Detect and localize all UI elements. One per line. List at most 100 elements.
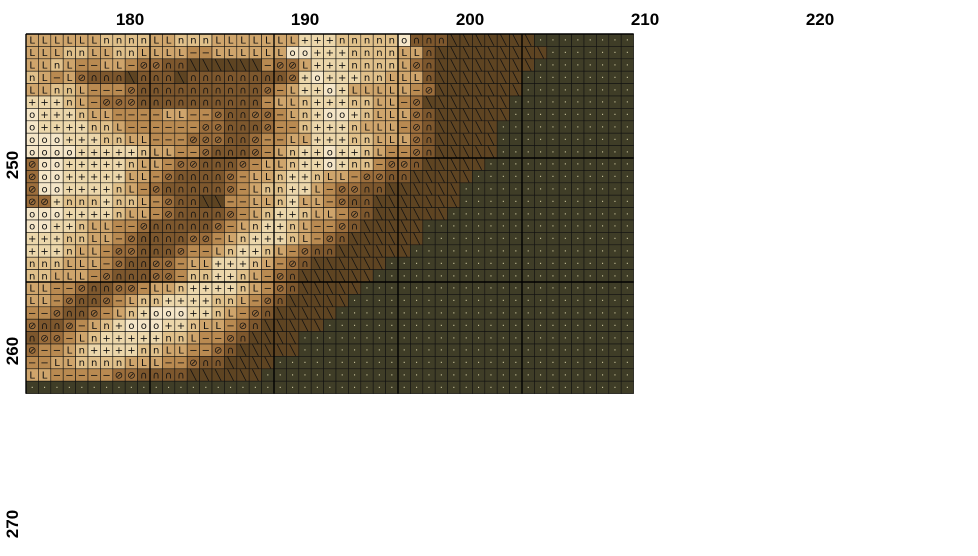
stitch-symbol: ·	[613, 98, 616, 109]
stitch-symbol: n	[351, 98, 357, 109]
stitch-symbol: ∩	[215, 160, 222, 171]
stitch-symbol: ∩	[252, 321, 259, 332]
stitch-symbol: ·	[527, 123, 530, 134]
stitch-symbol: ⊘	[288, 61, 296, 72]
stitch-symbol: ╲	[264, 331, 272, 344]
stitch-symbol: ⊘	[164, 172, 172, 183]
stitch-symbol: ·	[427, 371, 430, 382]
stitch-symbol: ·	[601, 123, 604, 134]
stitch-symbol: ╲	[499, 96, 507, 109]
stitch-symbol: ·	[415, 247, 418, 258]
stitch-symbol: ╲	[313, 294, 321, 307]
stitch-symbol: L	[104, 61, 110, 72]
stitch-symbol: ╲	[462, 34, 470, 47]
stitch-symbol: ╲	[227, 59, 235, 72]
stitch-symbol: −	[412, 85, 420, 96]
stitch-symbol: ·	[328, 333, 331, 344]
stitch-symbol: L	[414, 73, 420, 84]
stitch-symbol: ╲	[499, 71, 507, 84]
stitch-symbol: n	[351, 135, 357, 146]
stitch-symbol: L	[116, 61, 122, 72]
stitch-symbol: ·	[192, 383, 195, 394]
stitch-symbol: L	[377, 147, 383, 158]
stitch-symbol: ·	[576, 371, 579, 382]
stitch-symbol: o	[327, 110, 333, 121]
stitch-symbol: −	[313, 234, 321, 245]
stitch-symbol: ⊘	[350, 209, 358, 220]
stitch-symbol: ·	[613, 271, 616, 282]
stitch-symbol: o	[29, 222, 35, 233]
stitch-symbol: ·	[601, 98, 604, 109]
stitch-symbol: ·	[31, 383, 34, 394]
stitch-symbol: ·	[527, 185, 530, 196]
stitch-symbol: L	[377, 135, 383, 146]
stitch-symbol: n	[289, 234, 295, 245]
stitch-symbol: L	[277, 36, 283, 47]
stitch-symbol: ·	[589, 284, 592, 295]
stitch-symbol: n	[79, 110, 85, 121]
stitch-symbol: L	[79, 271, 85, 282]
stitch-symbol: ·	[477, 172, 480, 183]
stitch-symbol: ╲	[475, 133, 483, 146]
stitch-symbol: ·	[390, 259, 393, 270]
stitch-symbol: ∩	[202, 98, 209, 109]
stitch-symbol: ·	[465, 346, 468, 357]
stitch-symbol: +	[78, 185, 86, 196]
stitch-symbol: n	[277, 185, 283, 196]
stitch-symbol: ·	[527, 309, 530, 320]
stitch-symbol: ·	[589, 296, 592, 307]
stitch-symbol: ·	[589, 61, 592, 72]
stitch-symbol: ∩	[202, 209, 209, 220]
stitch-symbol: ·	[465, 321, 468, 332]
stitch-symbol: ∩	[289, 284, 296, 295]
stitch-symbol: L	[129, 209, 135, 220]
stitch-symbol: −	[226, 321, 234, 332]
stitch-symbol: ·	[539, 346, 542, 357]
stitch-symbol: n	[376, 36, 382, 47]
stitch-symbol: +	[53, 247, 61, 258]
stitch-symbol: −	[189, 247, 197, 258]
stitch-symbol: ·	[626, 333, 629, 344]
stitch-symbol: ·	[415, 333, 418, 344]
stitch-symbol: L	[228, 36, 234, 47]
stitch-symbol: ⊘	[127, 247, 135, 258]
stitch-symbol: ∩	[264, 73, 271, 84]
stitch-symbol: ⊘	[276, 61, 284, 72]
stitch-symbol: ╲	[301, 294, 309, 307]
stitch-symbol: ·	[601, 73, 604, 84]
stitch-symbol: ╲	[487, 34, 495, 47]
stitch-symbol: +	[40, 98, 48, 109]
stitch-symbol: ·	[452, 247, 455, 258]
stitch-symbol: ·	[502, 160, 505, 171]
stitch-symbol: ╲	[214, 369, 222, 382]
stitch-symbol: ∩	[177, 98, 184, 109]
stitch-symbol: +	[251, 247, 259, 258]
stitch-symbol: ╲	[487, 46, 495, 59]
stitch-symbol: ╲	[400, 195, 408, 208]
stitch-symbol: ·	[527, 296, 530, 307]
stitch-symbol: ·	[613, 185, 616, 196]
stitch-symbol: ⊘	[164, 271, 172, 282]
stitch-symbol: ·	[440, 333, 443, 344]
stitch-symbol: ╲	[326, 294, 334, 307]
stitch-symbol: ·	[527, 321, 530, 332]
stitch-symbol: L	[277, 247, 283, 258]
stitch-symbol: +	[202, 309, 210, 320]
stitch-symbol: ╲	[462, 121, 470, 134]
stitch-symbol: ⊘	[412, 147, 420, 158]
stitch-symbol: ⊘	[388, 160, 396, 171]
stitch-symbol: +	[301, 172, 309, 183]
stitch-symbol: ·	[564, 222, 567, 233]
stitch-symbol: o	[54, 160, 60, 171]
stitch-symbol: ·	[378, 333, 381, 344]
stitch-symbol: +	[338, 85, 346, 96]
stitch-symbol: −	[53, 346, 61, 357]
stitch-symbol: ╲	[462, 59, 470, 72]
stitch-symbol: L	[79, 247, 85, 258]
stitch-symbol: ∩	[202, 358, 209, 369]
stitch-symbol: L	[54, 36, 60, 47]
stitch-symbol: ·	[601, 234, 604, 245]
stitch-symbol: ·	[241, 383, 244, 394]
stitch-symbol: +	[140, 309, 148, 320]
stitch-symbol: ╲	[450, 83, 458, 96]
